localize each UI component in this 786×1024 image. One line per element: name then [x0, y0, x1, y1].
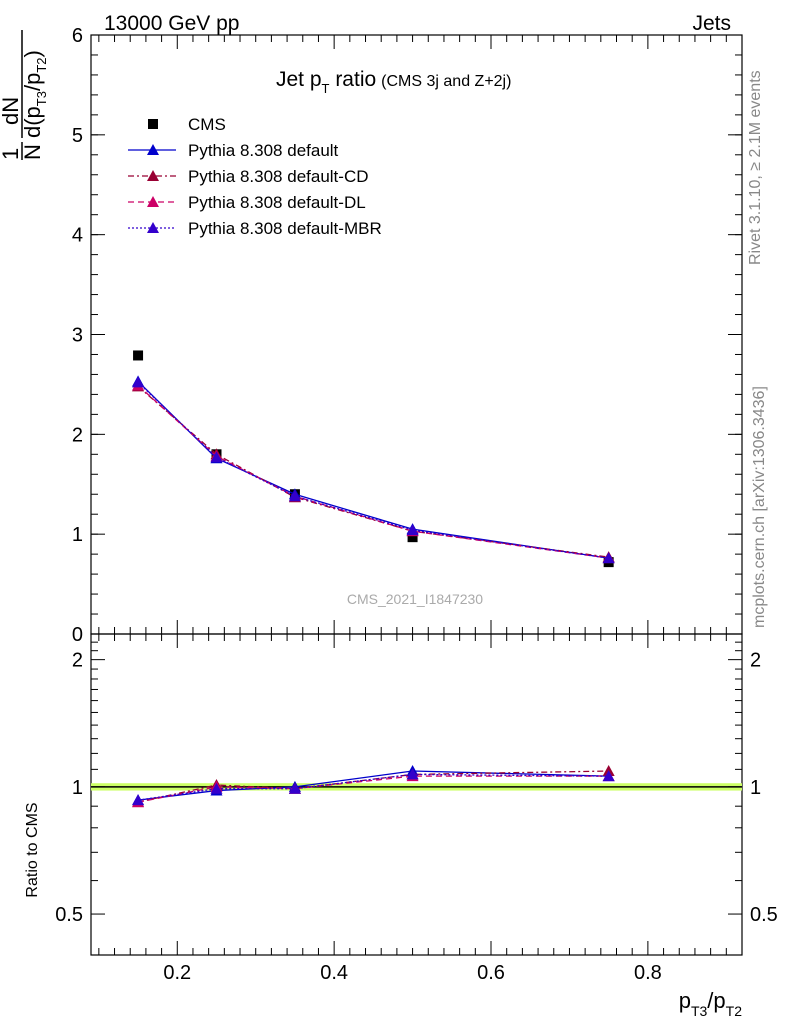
y-tick-label: 6: [72, 25, 83, 47]
ratio-panel: 0.2 0.4 0.6 0.8 0.5 0.5 1 1 2 2: [55, 633, 778, 984]
x-tick-label: 0.8: [634, 962, 662, 984]
legend-marker-square: [148, 119, 158, 129]
ylabel-dN: dN: [0, 97, 23, 125]
ratio-point: [288, 782, 301, 794]
ylabel-denominator: d(pT3/pT2): [20, 50, 49, 138]
main-panel: 0 1 2 3 4 5 6: [72, 25, 743, 646]
y-tick-label: 3: [72, 325, 83, 347]
mc-point: [132, 376, 145, 388]
xlabel-slash: /p: [707, 988, 725, 1013]
y-tick-label: 0: [72, 624, 83, 646]
ylabel-N: N: [20, 144, 45, 160]
series-line: [137, 381, 609, 559]
xlabel-sub2: T2: [726, 1003, 743, 1019]
legend-label: Pythia 8.308 default: [188, 141, 339, 160]
ratio-y-tick-label-right: 0.5: [750, 904, 778, 926]
x-tick-label: 0.2: [163, 962, 191, 984]
ratio-frame: [90, 633, 743, 956]
xlabel-sub1: T3: [691, 1003, 708, 1019]
ratio-y-tick-label: 0.5: [55, 904, 83, 926]
y-tick-label: 1: [72, 524, 83, 546]
xlabel-p: p: [679, 988, 691, 1013]
ratio-y-tick-label: 1: [72, 777, 83, 799]
y-tick-label: 5: [72, 125, 83, 147]
legend-marker-triangle: [147, 144, 159, 155]
plot-title-main: Jet p: [276, 68, 322, 91]
plot-title: Jet pT ratio (CMS 3j and Z+2j): [276, 68, 511, 96]
plot-title-sub: T: [322, 81, 330, 96]
legend-marker-triangle: [147, 196, 159, 207]
rivet-label: Rivet 3.1.10, ≥ 2.1M events: [747, 70, 764, 265]
legend: CMS Pythia 8.308 default Pythia 8.308 defa…: [128, 115, 382, 238]
legend-marker-triangle: [147, 170, 159, 181]
plot-title-after: ratio: [329, 68, 376, 91]
ratio-point: [132, 794, 145, 806]
legend-label: CMS: [188, 115, 226, 134]
process-label: Jets: [692, 12, 731, 35]
y-tick-label: 4: [72, 225, 83, 247]
mc-point: [406, 524, 419, 536]
series-line: [137, 380, 609, 559]
cms-point: [133, 350, 144, 361]
ratio-y-tick-label-right: 2: [750, 650, 761, 672]
ratio-y-tick-label-right: 1: [750, 777, 761, 799]
energy-label: 13000 GeV pp: [104, 12, 239, 35]
mc-point: [288, 490, 301, 502]
series-line: [137, 384, 609, 559]
analysis-watermark: CMS_2021_I1847230: [347, 591, 483, 607]
plot-title-note: (CMS 3j and Z+2j): [381, 73, 511, 90]
x-axis-label: pT3/pT2: [679, 988, 743, 1019]
cms-point: [407, 532, 418, 543]
legend-marker-triangle: [147, 222, 159, 233]
ratio-y-tick-label: 2: [72, 650, 83, 672]
mc-point: [210, 451, 223, 463]
ylabel-one: 1: [0, 148, 23, 160]
legend-label: Pythia 8.308 default-MBR: [188, 219, 382, 238]
y-tick-label: 2: [72, 424, 83, 446]
ratio-point: [602, 770, 615, 782]
series-line: [137, 385, 609, 558]
x-tick-label: 0.6: [477, 962, 505, 984]
mc-point: [602, 552, 615, 564]
mcplots-label: mcplots.cern.ch [arXiv:1306.3436]: [751, 386, 768, 628]
y-axis-label-ratio: Ratio to CMS: [24, 802, 41, 897]
legend-label: Pythia 8.308 default-CD: [188, 167, 369, 186]
x-tick-label: 0.4: [320, 962, 348, 984]
ratio-point: [210, 782, 223, 794]
ratio-point: [406, 768, 419, 780]
legend-label: Pythia 8.308 default-DL: [188, 193, 366, 212]
